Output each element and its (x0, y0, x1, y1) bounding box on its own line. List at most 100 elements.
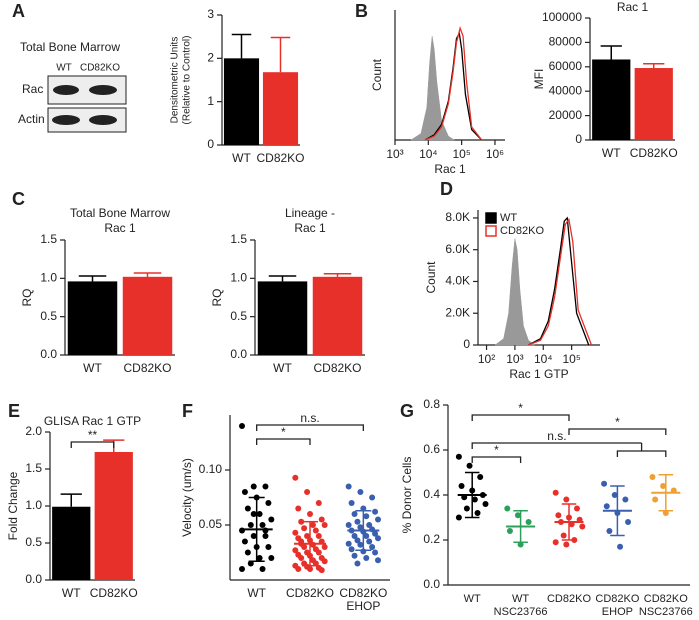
y-axis-label: % Donor Cells (400, 457, 414, 534)
x-tick-label: 10³ (386, 147, 403, 161)
significance-label: * (518, 401, 523, 415)
data-point (312, 527, 319, 534)
significance-label: n.s. (300, 411, 319, 425)
y-tick-label: 0.0 (25, 572, 42, 586)
data-point (514, 512, 521, 519)
y-tick-label: 1.0 (230, 271, 247, 285)
y-tick-label: 0.0 (423, 577, 440, 591)
data-point (265, 500, 272, 506)
panel-label: A (12, 1, 25, 21)
histogram-curve (410, 35, 456, 141)
data-point (363, 513, 370, 520)
y-tick-label: 0.5 (25, 535, 42, 549)
data-point (375, 557, 381, 564)
legend-swatch (485, 212, 497, 224)
data-point (304, 533, 311, 539)
x-tick-label: CD82KO (630, 146, 678, 160)
panel-label: E (8, 401, 20, 421)
y-tick-label: 80000 (549, 35, 583, 49)
data-point (563, 496, 570, 503)
x-tick-label: CD82KO (286, 586, 334, 600)
bracket (568, 428, 667, 435)
y-tick-label: 0.0 (230, 347, 247, 361)
bar (312, 276, 363, 355)
histogram-curve (528, 216, 590, 346)
data-point (617, 543, 624, 550)
data-point (354, 537, 361, 544)
data-point (262, 533, 269, 539)
data-point (304, 489, 311, 495)
panel-label: F (182, 401, 193, 421)
data-point (560, 532, 567, 539)
y-tick-label: 1.5 (230, 232, 247, 246)
y-axis-label: Count (370, 58, 384, 91)
bracket (471, 414, 570, 421)
y-tick-label: 2.0K (445, 305, 470, 319)
data-point (256, 555, 263, 561)
data-point (372, 530, 379, 537)
chart-title: Rac 1 (617, 0, 649, 14)
histogram-curve (424, 31, 483, 141)
data-point (504, 505, 511, 512)
data-point (458, 483, 465, 489)
bar (67, 281, 118, 355)
band (52, 115, 80, 125)
x-tick-label: CD82KO EHOP (595, 593, 639, 618)
data-point (292, 547, 299, 554)
data-point (563, 541, 570, 548)
data-point (256, 511, 263, 517)
x-tick-label: CD82KO (123, 361, 171, 375)
label-line: CD82KO (644, 593, 688, 605)
data-point (268, 555, 275, 561)
band (89, 85, 117, 95)
data-point (241, 489, 248, 495)
data-point (357, 489, 364, 495)
data-point (307, 566, 313, 572)
data-point (262, 483, 269, 490)
label-line: WT (512, 593, 529, 605)
data-point (466, 462, 473, 469)
y-axis-label: MFI (532, 69, 546, 90)
data-point (351, 552, 358, 559)
data-point (354, 518, 361, 525)
y-tick-label: 0.05 (199, 517, 223, 531)
y-tick-label: 0.5 (40, 309, 57, 323)
band (53, 85, 79, 95)
significance-label: ** (88, 428, 98, 442)
label-line: EHOP (346, 599, 380, 613)
panel-label: B (355, 1, 368, 21)
y-tick-label: 100000 (542, 10, 582, 24)
x-tick-label: CD82KO (256, 151, 304, 165)
data-point (244, 549, 251, 556)
significance-label: * (494, 443, 499, 457)
x-tick-label: CD82KO NSC23766 (639, 593, 693, 618)
data-point (357, 541, 364, 548)
y-axis-label: Count (424, 261, 438, 294)
y-tick-label: 0.10 (199, 462, 223, 476)
lane-label: WT (56, 63, 72, 74)
data-point (239, 566, 245, 572)
y-tick-label: 0.4 (423, 487, 440, 501)
bar (122, 276, 173, 355)
x-tick-label: WT (232, 151, 251, 165)
data-point (357, 524, 364, 531)
data-point (366, 522, 373, 528)
data-point (348, 546, 355, 553)
bar (262, 72, 299, 145)
x-tick-label: 10⁴ (534, 352, 553, 366)
data-point (525, 519, 532, 525)
bar (634, 68, 673, 140)
x-tick-label: 10⁴ (419, 147, 438, 161)
data-point (247, 522, 254, 528)
y-tick-label: 0.8 (423, 397, 440, 411)
x-tick-label: WT (273, 361, 292, 375)
data-point (250, 511, 257, 517)
bar (94, 451, 133, 580)
legend-swatch (485, 225, 497, 237)
y-axis-label: (Relative to Control) (182, 36, 193, 125)
data-point (315, 533, 322, 539)
data-point (555, 512, 562, 519)
data-point (455, 453, 462, 460)
data-point (244, 505, 251, 512)
y-tick-label: 2.0 (25, 424, 42, 438)
